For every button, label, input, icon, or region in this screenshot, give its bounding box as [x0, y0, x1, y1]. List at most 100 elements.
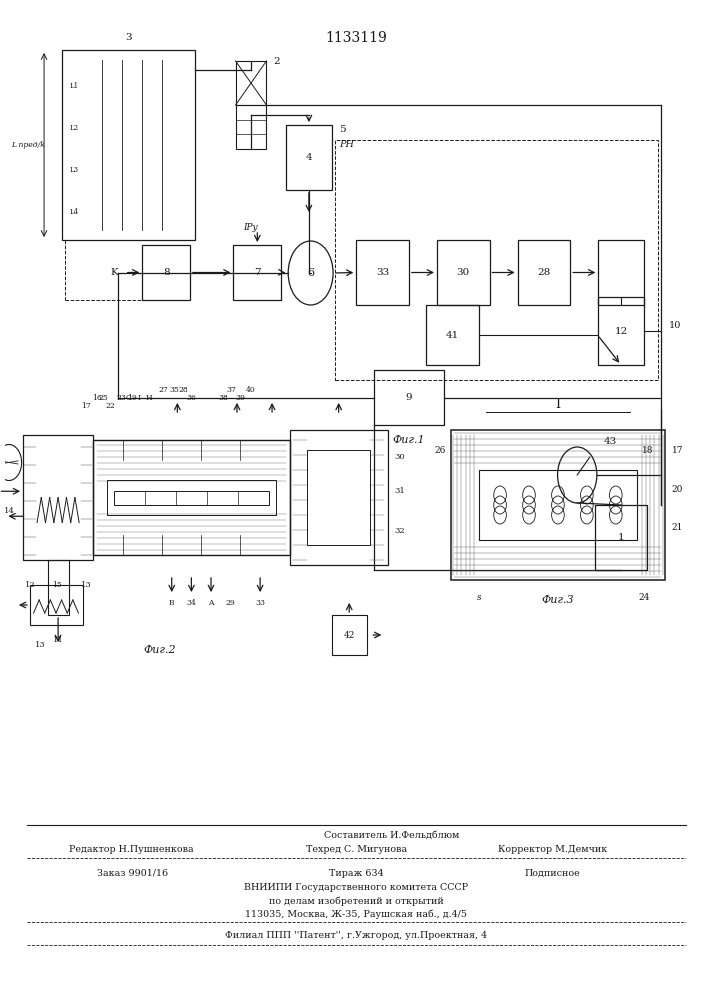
Text: 30: 30: [395, 453, 405, 461]
Text: A: A: [209, 599, 214, 607]
Text: 11: 11: [53, 636, 64, 644]
Bar: [479, 470, 637, 540]
Text: 15: 15: [52, 581, 62, 589]
Text: 31: 31: [395, 487, 406, 495]
Bar: [286, 125, 332, 190]
Bar: [235, 61, 267, 105]
Bar: [426, 305, 479, 365]
Bar: [595, 505, 648, 570]
Text: K: K: [110, 268, 118, 277]
Text: Корректор М.Демчик: Корректор М.Демчик: [498, 846, 607, 854]
Bar: [374, 370, 444, 425]
Bar: [437, 240, 489, 305]
Text: 26: 26: [435, 446, 446, 455]
Text: 6: 6: [307, 268, 314, 278]
Text: 4: 4: [305, 153, 312, 162]
Text: 7: 7: [254, 268, 261, 277]
Text: Редактор Н.Пушненкова: Редактор Н.Пушненкова: [69, 846, 194, 854]
Text: Заказ 9901/16: Заказ 9901/16: [97, 868, 168, 878]
Bar: [332, 615, 367, 655]
Text: 9: 9: [406, 393, 412, 402]
Text: 1: 1: [618, 533, 624, 542]
Text: 30: 30: [457, 268, 470, 277]
Text: H: H: [146, 394, 153, 402]
Text: 20: 20: [672, 486, 683, 494]
Bar: [451, 430, 665, 580]
Text: s: s: [477, 594, 481, 602]
Text: 33: 33: [255, 599, 265, 607]
Bar: [235, 105, 267, 149]
Text: Фиг.3: Фиг.3: [542, 595, 574, 605]
Text: 34: 34: [187, 599, 197, 607]
Text: 37: 37: [226, 386, 236, 394]
Text: B: B: [169, 599, 175, 607]
Bar: [23, 435, 93, 560]
Text: 18: 18: [642, 446, 653, 455]
Bar: [290, 430, 388, 565]
Text: 28: 28: [537, 268, 551, 277]
Text: 33: 33: [376, 268, 389, 277]
Bar: [142, 245, 190, 300]
Text: L2: L2: [70, 124, 79, 132]
Text: 27: 27: [158, 386, 168, 394]
Bar: [356, 240, 409, 305]
Bar: [518, 240, 571, 305]
Text: 12: 12: [25, 581, 35, 589]
Bar: [30, 585, 83, 625]
Text: по делам изобретений и открытий: по делам изобретений и открытий: [269, 896, 443, 906]
Bar: [115, 491, 269, 504]
Text: 43: 43: [604, 438, 617, 446]
Text: 2: 2: [274, 56, 280, 66]
Text: I: I: [137, 394, 140, 402]
Bar: [47, 560, 69, 615]
Text: 36: 36: [187, 394, 197, 402]
Text: 1133119: 1133119: [325, 31, 387, 45]
Text: L4: L4: [70, 208, 79, 216]
Text: 113035, Москва, Ж-35, Раушская наб., д.4/5: 113035, Москва, Ж-35, Раушская наб., д.4…: [245, 909, 467, 919]
Bar: [598, 240, 644, 305]
Bar: [93, 440, 290, 555]
Text: Филиал ППП ''Патент'', г.Ужгород, ул.Проектная, 4: Филиал ППП ''Патент'', г.Ужгород, ул.Про…: [225, 930, 487, 940]
Text: 5: 5: [339, 125, 345, 134]
Text: L3: L3: [70, 166, 79, 174]
Text: 39: 39: [235, 394, 245, 402]
Text: 29: 29: [226, 599, 235, 607]
Text: 42: 42: [344, 631, 355, 640]
Text: 22: 22: [106, 402, 115, 410]
Text: PH: PH: [339, 140, 354, 149]
Text: 10: 10: [668, 322, 681, 330]
Text: 17: 17: [672, 446, 684, 455]
Bar: [107, 480, 276, 515]
Text: 8: 8: [163, 268, 170, 277]
Text: L1: L1: [70, 82, 79, 90]
Text: I: I: [556, 398, 561, 412]
Text: Техред С. Мигунова: Техред С. Мигунова: [305, 846, 407, 854]
Text: 32: 32: [395, 527, 405, 535]
Text: 14: 14: [4, 507, 14, 515]
Bar: [335, 140, 658, 380]
Text: 38: 38: [218, 394, 228, 402]
Text: C: C: [125, 394, 131, 402]
Text: 19: 19: [127, 394, 136, 402]
Text: Составитель И.Фельдблюм: Составитель И.Фельдблюм: [324, 830, 459, 840]
Text: 3: 3: [125, 33, 132, 42]
Bar: [598, 297, 644, 365]
Text: L пред/k: L пред/k: [11, 141, 45, 149]
Text: 40: 40: [246, 386, 256, 394]
Text: 17: 17: [81, 402, 91, 410]
Text: 25: 25: [99, 394, 109, 402]
Text: 35: 35: [169, 386, 179, 394]
Text: 12: 12: [614, 326, 628, 336]
Text: Тираж 634: Тираж 634: [329, 868, 384, 878]
Text: 13: 13: [35, 641, 46, 649]
Bar: [307, 450, 370, 545]
Text: 16: 16: [92, 394, 102, 402]
Bar: [62, 50, 195, 240]
Text: 13: 13: [81, 581, 91, 589]
Text: IPy: IPy: [243, 223, 257, 232]
Text: Фиг.2: Фиг.2: [144, 645, 176, 655]
Text: Фиг.1: Фиг.1: [392, 435, 425, 445]
Text: ВНИИПИ Государственного комитета СССР: ВНИИПИ Государственного комитета СССР: [244, 884, 468, 893]
Text: 21: 21: [672, 523, 683, 532]
Text: 23: 23: [116, 394, 126, 402]
